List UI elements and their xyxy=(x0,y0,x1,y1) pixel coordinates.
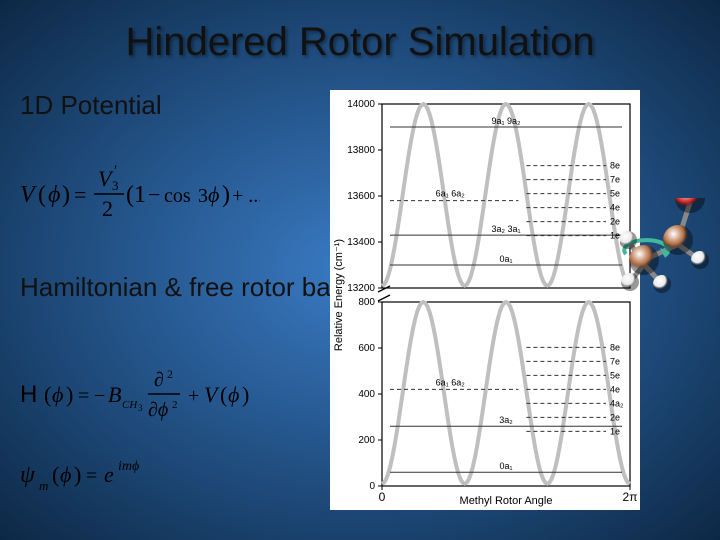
svg-text:V: V xyxy=(204,382,220,407)
svg-text:9a₁ 9a₂: 9a₁ 9a₂ xyxy=(491,116,521,126)
svg-text:m: m xyxy=(39,478,48,493)
slide-title: Hindered Rotor Simulation xyxy=(0,20,720,65)
svg-text:−: − xyxy=(94,385,105,407)
svg-text:V: V xyxy=(20,182,37,208)
svg-text:0a₁: 0a₁ xyxy=(499,254,512,264)
svg-text:imϕ: imϕ xyxy=(118,459,139,474)
svg-text:): ) xyxy=(242,382,249,407)
svg-text:2: 2 xyxy=(102,196,113,221)
svg-text:3: 3 xyxy=(198,185,208,207)
molecule-diagram xyxy=(620,198,710,308)
svg-text:(: ( xyxy=(38,182,46,208)
svg-text:2e: 2e xyxy=(610,217,620,227)
svg-text:5e: 5e xyxy=(610,189,620,199)
svg-text:ϕ: ϕ xyxy=(228,382,239,407)
svg-text:+: + xyxy=(188,385,199,407)
svg-text:cos: cos xyxy=(164,185,191,207)
svg-text:=: = xyxy=(86,465,97,487)
svg-text:2: 2 xyxy=(167,367,173,381)
svg-text:): ) xyxy=(222,182,230,208)
svg-text:400: 400 xyxy=(358,389,375,400)
svg-text:3: 3 xyxy=(112,178,119,193)
svg-text:600: 600 xyxy=(358,343,375,354)
svg-text:−: − xyxy=(148,182,160,207)
equation-basis: ψ m ( ϕ ) = e imϕ xyxy=(20,450,200,496)
svg-text:7e: 7e xyxy=(610,356,620,366)
svg-text:4e: 4e xyxy=(610,384,620,394)
svg-text:6a₁ 6a₂: 6a₁ 6a₂ xyxy=(436,377,466,387)
svg-text:2: 2 xyxy=(172,399,178,411)
energy-chart: 13200 13400 13600 13800 14000 0 200 400 600 800 0 2… xyxy=(330,90,640,510)
svg-text:ψ: ψ xyxy=(20,462,36,488)
svg-text:0a₁: 0a₁ xyxy=(499,461,512,471)
equation-potential: V ( ϕ ) = V 3 ′ 2 (1 − cos 3 ϕ ) + ... xyxy=(20,160,260,230)
svg-text:B: B xyxy=(108,382,121,407)
svg-text:): ) xyxy=(62,182,70,208)
svg-text:200: 200 xyxy=(358,435,375,446)
svg-text:6a₁ 6a₂: 6a₁ 6a₂ xyxy=(436,189,466,199)
svg-text:3a₂ 3a₁: 3a₂ 3a₁ xyxy=(491,224,520,234)
svg-text:(: ( xyxy=(220,382,227,407)
svg-text:∂: ∂ xyxy=(154,369,164,391)
svg-text:13800: 13800 xyxy=(347,145,375,156)
svg-text:(: ( xyxy=(44,382,51,407)
svg-text:ϕ: ϕ xyxy=(48,182,60,208)
svg-text:ϕ: ϕ xyxy=(60,462,71,487)
subtitle-potential: 1D Potential xyxy=(20,90,162,121)
svg-text:3: 3 xyxy=(138,403,143,413)
svg-text:7e: 7e xyxy=(610,175,620,185)
svg-text:CH: CH xyxy=(122,399,138,411)
svg-text:=: = xyxy=(78,385,89,407)
svg-text:H: H xyxy=(20,381,37,408)
svg-text:+ ...: + ... xyxy=(232,185,260,207)
svg-text:800: 800 xyxy=(358,297,375,308)
svg-text:4a₂: 4a₂ xyxy=(610,398,624,408)
svg-text:13200: 13200 xyxy=(347,283,375,294)
svg-text:4e: 4e xyxy=(610,203,620,213)
svg-text:′: ′ xyxy=(114,163,117,179)
svg-text:∂ϕ: ∂ϕ xyxy=(148,399,168,421)
svg-text:1e: 1e xyxy=(610,231,620,241)
svg-text:Methyl Rotor Angle: Methyl Rotor Angle xyxy=(460,495,553,507)
svg-text:2π: 2π xyxy=(623,490,638,504)
svg-text:13600: 13600 xyxy=(347,191,375,202)
svg-text:3a₂: 3a₂ xyxy=(499,415,513,425)
svg-text:0: 0 xyxy=(379,490,386,504)
svg-text:e: e xyxy=(104,462,114,487)
svg-text:(1: (1 xyxy=(126,182,146,208)
svg-text:Relative Energy (cm⁻¹): Relative Energy (cm⁻¹) xyxy=(333,239,345,351)
svg-text:13400: 13400 xyxy=(347,237,375,248)
svg-text:5e: 5e xyxy=(610,370,620,380)
svg-text:0: 0 xyxy=(369,481,375,492)
svg-text:14000: 14000 xyxy=(347,99,375,110)
svg-text:ϕ: ϕ xyxy=(52,382,63,407)
subtitle-hamiltonian: Hamiltonian & free rotor basis xyxy=(20,272,362,303)
equation-hamiltonian: H ( ϕ ) = − B CH 3 ∂ 2 ∂ϕ 2 + V ( ϕ ) xyxy=(20,360,280,430)
svg-text:): ) xyxy=(66,382,73,407)
svg-text:ϕ: ϕ xyxy=(208,182,219,207)
svg-text:2e: 2e xyxy=(610,412,620,422)
svg-text:=: = xyxy=(74,182,86,207)
svg-text:8e: 8e xyxy=(610,161,620,171)
svg-text:(: ( xyxy=(52,462,59,487)
svg-text:8e: 8e xyxy=(610,342,620,352)
svg-text:1e: 1e xyxy=(610,426,620,436)
svg-text:): ) xyxy=(74,462,81,487)
